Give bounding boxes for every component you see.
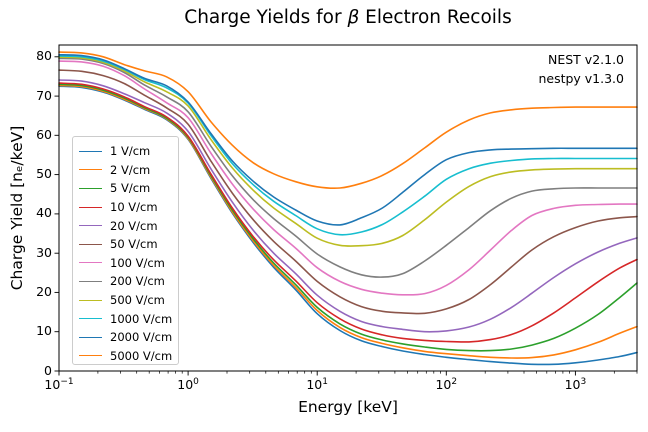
y-tick-label: 70 <box>36 87 52 103</box>
legend-line-swatch <box>79 225 102 227</box>
chart-title-pre: Charge Yields for <box>184 7 348 28</box>
legend-label: 1000 V/cm <box>110 311 173 326</box>
legend-item: 1000 V/cm <box>79 309 178 328</box>
legend-line-swatch <box>79 280 102 282</box>
x-tick-label: 101 <box>306 377 328 393</box>
legend-line-swatch <box>79 187 102 189</box>
legend-item: 200 V/cm <box>79 272 178 291</box>
legend-item: 1 V/cm <box>79 142 178 161</box>
legend-item: 100 V/cm <box>79 254 178 273</box>
series-line-200-V-cm <box>58 57 638 278</box>
chart-title-beta: β <box>347 7 360 28</box>
chart-title: Charge Yields for β Electron Recoils <box>59 7 637 28</box>
x-tick-label: 103 <box>564 377 587 393</box>
plot-border <box>58 44 638 372</box>
series-line-50-V-cm <box>58 69 638 315</box>
x-tick-label: 10−1 <box>44 377 74 393</box>
series-line-500-V-cm <box>58 56 638 247</box>
series-line-1000-V-cm <box>58 55 638 236</box>
legend-line-swatch <box>79 262 102 264</box>
x-axis-label: Energy [keV] <box>298 398 398 416</box>
y-tick-label: 10 <box>36 323 52 339</box>
legend: 1 V/cm 2 V/cm 5 V/cm 10 V/cm 20 V/cm 50 V/cm 1… <box>72 136 179 365</box>
nestpy-version-text: nestpy v1.3.0 <box>538 70 624 86</box>
version-annotation: NEST v2.1.0 nestpy v1.3.0 <box>538 51 624 89</box>
nest-version-text: NEST v2.1.0 <box>548 52 624 67</box>
legend-line-swatch <box>79 169 102 171</box>
series-line-5000-V-cm <box>58 51 638 190</box>
y-tick-label: 80 <box>36 48 52 64</box>
legend-label: 50 V/cm <box>110 237 158 252</box>
legend-item: 5 V/cm <box>79 179 178 198</box>
legend-item: 2000 V/cm <box>79 328 178 347</box>
legend-label: 200 V/cm <box>110 274 165 289</box>
legend-item: 2 V/cm <box>79 161 178 180</box>
legend-label: 2 V/cm <box>110 162 151 177</box>
chart-title-post: Electron Recoils <box>359 7 512 28</box>
legend-line-swatch <box>79 336 102 338</box>
legend-line-swatch <box>79 299 102 301</box>
series-line-2000-V-cm <box>58 54 638 226</box>
legend-label: 10 V/cm <box>110 200 158 215</box>
y-tick-label: 50 <box>36 166 52 182</box>
legend-label: 1 V/cm <box>110 144 151 159</box>
legend-label: 500 V/cm <box>110 293 165 308</box>
legend-item: 50 V/cm <box>79 235 178 254</box>
y-tick-label: 60 <box>36 126 52 142</box>
legend-label: 100 V/cm <box>110 255 165 270</box>
y-tick-label: 20 <box>36 283 52 299</box>
legend-item: 5000 V/cm <box>79 347 178 366</box>
legend-line-swatch <box>79 150 102 152</box>
legend-line-swatch <box>79 318 102 320</box>
legend-line-swatch <box>79 355 102 357</box>
legend-line-swatch <box>79 206 102 208</box>
x-tick-label: 102 <box>435 377 458 393</box>
legend-label: 5000 V/cm <box>110 348 173 363</box>
series-line-5-V-cm <box>58 83 638 352</box>
x-tick-label: 100 <box>177 377 199 393</box>
series-line-100-V-cm <box>58 60 638 296</box>
series-line-20-V-cm <box>58 79 638 333</box>
legend-item: 500 V/cm <box>79 291 178 310</box>
series-line-10-V-cm <box>58 82 638 343</box>
legend-label: 20 V/cm <box>110 218 158 233</box>
legend-line-swatch <box>79 243 102 245</box>
legend-item: 10 V/cm <box>79 198 178 217</box>
legend-label: 2000 V/cm <box>110 330 173 345</box>
y-tick-label: 30 <box>36 244 52 260</box>
legend-label: 5 V/cm <box>110 181 151 196</box>
legend-item: 20 V/cm <box>79 216 178 235</box>
y-tick-label: 40 <box>36 205 52 221</box>
y-tick-label: 0 <box>44 362 52 378</box>
